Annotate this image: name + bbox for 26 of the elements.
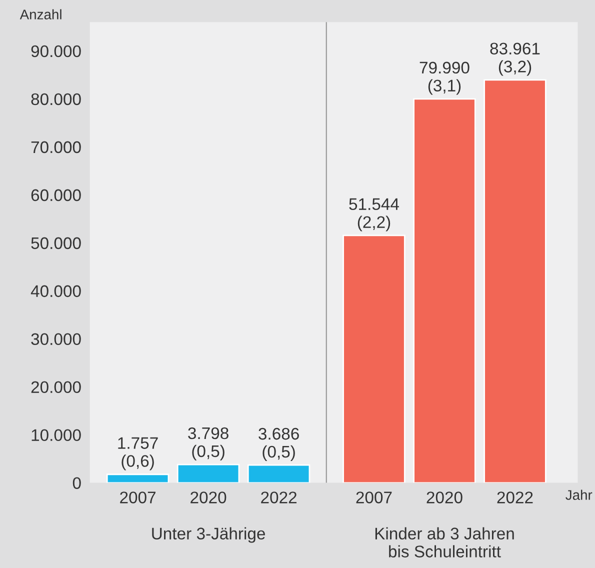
text: Unter 3-Jährige bbox=[152, 527, 265, 543]
y-tick-label: 20.000 bbox=[31, 381, 81, 394]
y-tick-label: 30.000 bbox=[31, 333, 81, 346]
y-tick-label: 90.000 bbox=[31, 45, 81, 58]
x-tick-label: 2020 bbox=[190, 492, 226, 504]
y-tick-label: 80.000 bbox=[31, 93, 81, 106]
x-axis-title: Jahr bbox=[566, 490, 592, 500]
x-tick-label: 2007 bbox=[120, 492, 156, 504]
y-tick-label: 60.000 bbox=[31, 189, 81, 202]
x-tick-label: 2022 bbox=[261, 492, 297, 504]
y-tick-label: 10.000 bbox=[32, 429, 81, 442]
x-tick-label: 2022 bbox=[497, 492, 533, 504]
y-axis-title: Anzahl bbox=[20, 9, 62, 20]
y-tick-label: 0 bbox=[72, 477, 81, 490]
text: Kinder ab 3 Jahren bis Schuleintritt bbox=[375, 527, 514, 558]
x-tick-label: 2020 bbox=[426, 492, 462, 504]
y-tick-label: 70.000 bbox=[31, 141, 81, 154]
y-tick-label: 40.000 bbox=[30, 285, 81, 298]
data-label: 3.798 (0,5) bbox=[188, 427, 228, 460]
data-label: 51.544 (2,2) bbox=[349, 198, 399, 232]
data-label: 79.990 (3,1) bbox=[420, 62, 470, 95]
data-label: 3.686 (0,5) bbox=[258, 428, 299, 461]
y-tick-label: 50.000 bbox=[31, 237, 81, 250]
data-label: 83.961 (3,2) bbox=[490, 42, 540, 76]
x-tick-label: 2007 bbox=[356, 492, 392, 504]
data-label: 1.757 (0,6) bbox=[118, 437, 158, 470]
